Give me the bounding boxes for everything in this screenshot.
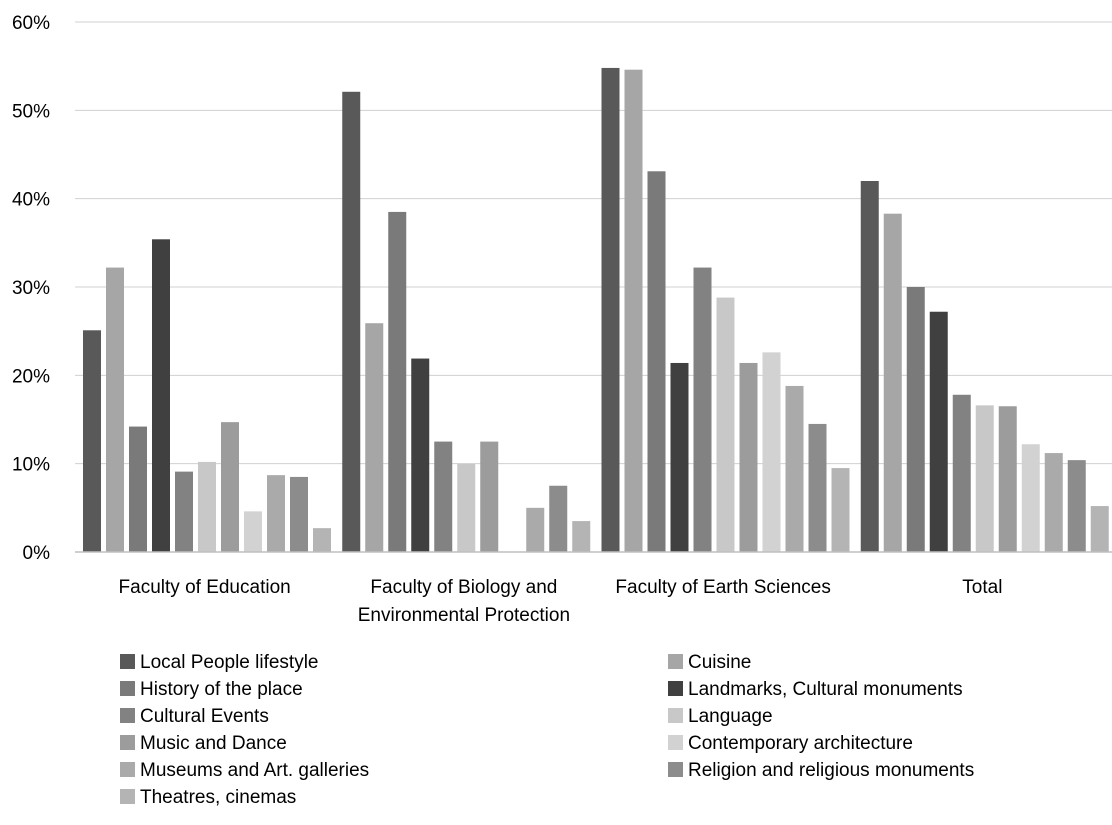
bar-cultural-events-2 (434, 441, 453, 552)
y-tick-label: 30% (12, 278, 50, 299)
legend-label: Landmarks, Cultural monuments (688, 679, 963, 700)
legend-swatch-language (668, 708, 683, 723)
bar-history-of-the-place-4 (906, 287, 925, 552)
x-category-label: Faculty of Biology and (370, 577, 557, 598)
bar-music-and-dance-2 (480, 441, 499, 552)
bar-theatres-cinemas-2 (572, 521, 591, 552)
legend: Local People lifestyle Cuisine History of … (120, 652, 974, 808)
legend-swatch-landmarks-cultural-monuments (668, 681, 683, 696)
bar-contemporary-architecture-1 (244, 511, 262, 552)
x-category-label: Faculty of Earth Sciences (615, 577, 830, 598)
bar-music-and-dance-3 (739, 362, 758, 552)
bar-contemporary-architecture-3 (762, 352, 781, 552)
bar-museums-and-art-galleries-4 (1044, 453, 1063, 552)
bar-religion-and-religious-monuments-1 (290, 476, 308, 552)
bars (83, 67, 1109, 553)
bar-cultural-events-1 (175, 471, 193, 552)
bar-local-people-lifestyle-3 (601, 67, 620, 552)
bar-cuisine-2 (365, 323, 384, 552)
bar-religion-and-religious-monuments-2 (549, 485, 568, 552)
legend-swatch-local-people-lifestyle (120, 654, 135, 669)
y-tick-label: 60% (12, 13, 50, 34)
bar-local-people-lifestyle-2 (342, 91, 361, 553)
bar-history-of-the-place-1 (129, 426, 147, 552)
bar-museums-and-art-galleries-2 (526, 507, 545, 552)
legend-swatch-cultural-events (120, 708, 135, 723)
bar-music-and-dance-4 (998, 406, 1017, 552)
y-tick-label: 40% (12, 190, 50, 211)
x-category-label: Total (962, 577, 1002, 598)
y-tick-label: 0% (23, 543, 51, 564)
bar-history-of-the-place-2 (388, 211, 407, 552)
bar-cultural-events-4 (952, 394, 971, 552)
legend-label: Religion and religious monuments (688, 760, 974, 781)
bar-theatres-cinemas-4 (1090, 506, 1109, 552)
legend-label: Cuisine (688, 652, 751, 673)
bar-language-3 (716, 297, 735, 552)
bar-contemporary-architecture-4 (1021, 444, 1040, 552)
legend-label: History of the place (140, 679, 303, 700)
bar-language-2 (457, 463, 476, 552)
bar-cuisine-3 (624, 69, 643, 552)
bar-museums-and-art-galleries-3 (785, 385, 804, 552)
legend-label: Theatres, cinemas (140, 787, 296, 808)
legend-swatch-theatres-cinemas (120, 789, 135, 804)
bar-cultural-events-3 (693, 267, 712, 552)
legend-swatch-music-and-dance (120, 735, 135, 750)
legend-swatch-cuisine (668, 654, 683, 669)
bar-music-and-dance-1 (221, 422, 239, 552)
legend-label: Language (688, 706, 773, 727)
legend-label: Local People lifestyle (140, 652, 319, 673)
bar-language-1 (198, 461, 216, 552)
x-category-label: Faculty of Education (119, 577, 291, 598)
bar-local-people-lifestyle-4 (860, 181, 879, 552)
bar-religion-and-religious-monuments-4 (1067, 460, 1086, 552)
x-category-label: Environmental Protection (358, 605, 570, 626)
y-axis-tick-labels: 0% 10% 20% 30% 40% 50% 60% (12, 13, 50, 564)
legend-swatch-history-of-the-place (120, 681, 135, 696)
legend-label: Museums and Art. galleries (140, 760, 369, 781)
bar-local-people-lifestyle-1 (83, 330, 101, 552)
bar-landmarks-cultural-monuments-1 (152, 239, 170, 553)
legend-label: Cultural Events (140, 706, 269, 727)
x-axis-category-labels: Faculty of Education Faculty of Biology a… (119, 577, 1003, 626)
bar-theatres-cinemas-1 (313, 528, 331, 552)
bar-landmarks-cultural-monuments-3 (670, 362, 689, 552)
legend-label: Contemporary architecture (688, 733, 913, 754)
y-tick-label: 20% (12, 366, 50, 387)
bar-landmarks-cultural-monuments-2 (411, 358, 430, 552)
bar-museums-and-art-galleries-1 (267, 475, 285, 552)
legend-label: Music and Dance (140, 733, 287, 754)
bar-cuisine-1 (106, 267, 124, 552)
bar-history-of-the-place-3 (647, 171, 666, 553)
bar-landmarks-cultural-monuments-4 (929, 311, 948, 552)
bar-language-4 (975, 405, 994, 552)
legend-swatch-religion-and-religious-monuments (668, 762, 683, 777)
legend-swatch-museums-and-art-galleries (120, 762, 135, 777)
y-tick-label: 10% (12, 455, 50, 476)
legend-swatch-contemporary-architecture (668, 735, 683, 750)
bar-theatres-cinemas-3 (831, 468, 850, 552)
bar-cuisine-4 (883, 213, 902, 552)
bar-religion-and-religious-monuments-3 (808, 423, 827, 552)
y-tick-label: 50% (12, 101, 50, 122)
